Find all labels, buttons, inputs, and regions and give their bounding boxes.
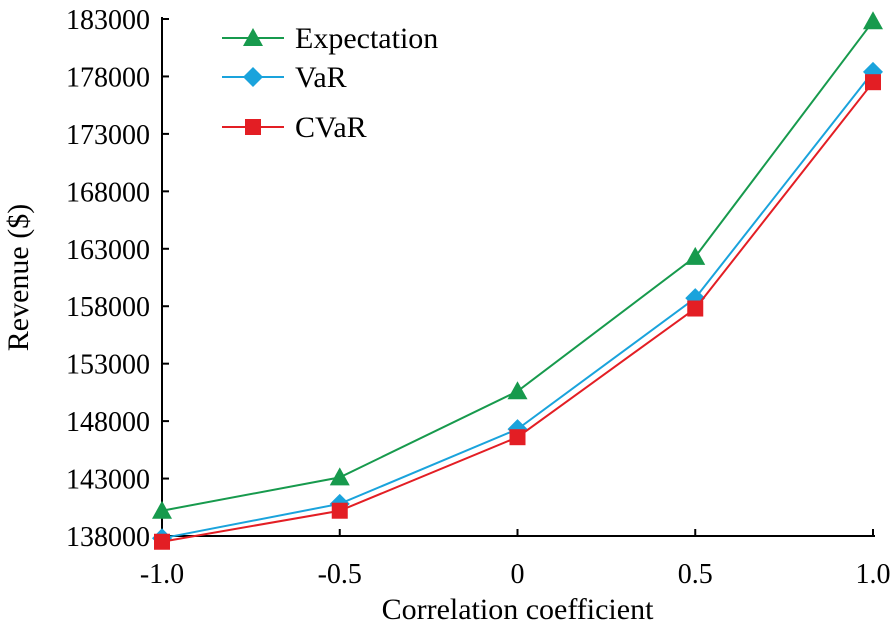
y-tick-label: 183000 xyxy=(66,5,150,36)
axes xyxy=(161,17,875,537)
x-tick-label: -1.0 xyxy=(140,559,184,590)
y-tick-label: 138000 xyxy=(66,522,150,553)
legend-item: VaR xyxy=(222,61,347,94)
data-point-marker xyxy=(331,502,348,519)
series-line xyxy=(161,71,874,540)
data-point-marker xyxy=(507,381,528,400)
series-cvar xyxy=(154,74,881,550)
data-point-marker xyxy=(687,300,704,317)
y-tick-label: 168000 xyxy=(66,177,150,208)
y-tick-label: 178000 xyxy=(66,62,150,93)
data-point-marker xyxy=(509,429,526,446)
series-layer xyxy=(152,11,883,550)
x-tick-label: -0.5 xyxy=(318,559,362,590)
data-point-marker xyxy=(865,74,881,91)
legend-label: CVaR xyxy=(295,111,367,144)
data-point-marker xyxy=(329,467,350,486)
legend: Expectation VaR CVaR xyxy=(222,22,438,144)
y-tick-label: 143000 xyxy=(66,465,150,496)
legend-item: Expectation xyxy=(222,22,438,55)
series-expectation xyxy=(152,11,883,519)
x-tick-label: 0 xyxy=(511,559,525,590)
x-tick-label: 0.5 xyxy=(678,559,713,590)
data-point-marker xyxy=(863,11,883,30)
y-tick-label: 148000 xyxy=(66,407,150,438)
x-axis-title: Correlation coefficient xyxy=(382,593,654,626)
data-point-marker xyxy=(685,246,706,265)
y-tick-label: 153000 xyxy=(66,350,150,381)
series-var xyxy=(152,61,883,549)
y-tick-label: 173000 xyxy=(66,120,150,151)
legend-marker xyxy=(245,119,261,135)
y-axis-ticks: 138000 143000 148000 153000 158000 163000 1680… xyxy=(66,5,169,553)
legend-label: VaR xyxy=(295,61,347,94)
y-tick-label: 158000 xyxy=(66,292,150,323)
legend-marker xyxy=(243,28,263,46)
x-axis-ticks: -1.0 -0.5 0 0.5 1.0 xyxy=(140,529,891,590)
legend-marker xyxy=(243,67,263,87)
data-point-marker xyxy=(152,500,172,519)
x-tick-label: 1.0 xyxy=(856,559,891,590)
legend-item: CVaR xyxy=(222,111,367,144)
y-axis-title: Revenue ($) xyxy=(2,204,35,351)
legend-label: Expectation xyxy=(295,22,438,55)
series-line xyxy=(161,81,874,543)
data-point-marker xyxy=(154,533,170,550)
y-tick-label: 163000 xyxy=(66,235,150,266)
